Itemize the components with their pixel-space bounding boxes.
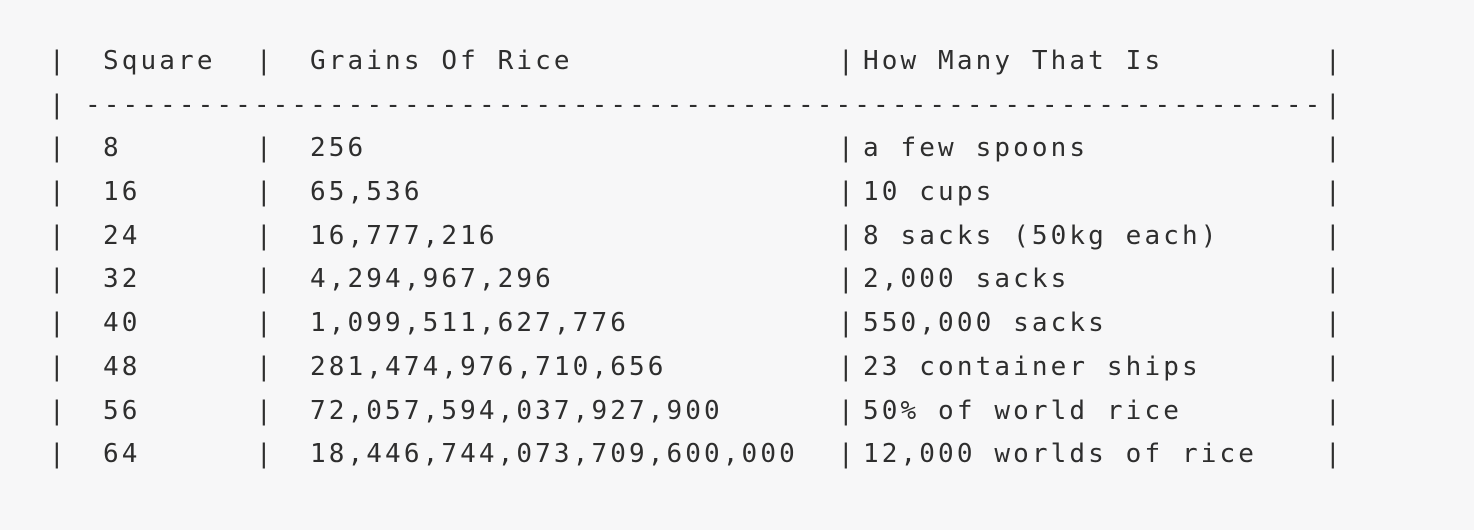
pipe-divider: | [256,351,275,382]
pipe-divider: | [256,439,275,470]
pipe-divider: | [838,133,857,164]
pipe-divider: | [838,439,857,470]
grains-cell: 18,446,744,073,709,600,000 [310,439,798,470]
table-row: | 40 | 1,099,511,627,776 | 550,000 sacks… [0,302,1474,346]
pipe-divider: | [1325,133,1344,164]
pipe-divider: | [256,264,275,295]
square-cell: 16 [103,177,141,208]
square-cell: 8 [103,133,122,164]
pipe-divider: | [49,264,68,295]
pipe-divider: | [1325,351,1344,382]
pipe-divider: | [1325,220,1344,251]
square-cell: 32 [103,264,141,295]
table-row: | 48 | 281,474,976,710,656 | 23 containe… [0,346,1474,390]
pipe-divider: | [838,351,857,382]
pipe-divider: | [49,220,68,251]
table-header-row: | Square | Grains Of Rice | How Many Tha… [0,40,1474,84]
pipe-divider: | [256,308,275,339]
howmany-cell: 8 sacks (50kg each) [863,220,1220,251]
howmany-cell: 10 cups [863,177,995,208]
pipe-divider: | [838,395,857,426]
table-separator-row: | --------------------------------------… [0,84,1474,128]
pipe-divider: | [256,177,275,208]
square-cell: 64 [103,439,141,470]
table-row: | 16 | 65,536 | 10 cups | [0,171,1474,215]
pipe-divider: | [49,177,68,208]
square-cell: 40 [103,308,141,339]
grains-cell: 281,474,976,710,656 [310,351,667,382]
square-cell: 48 [103,351,141,382]
grains-cell: 16,777,216 [310,220,498,251]
header-square: Square [103,46,216,76]
grains-cell: 256 [310,133,367,164]
pipe-divider: | [1325,395,1344,426]
howmany-cell: 12,000 worlds of rice [863,439,1258,470]
grains-cell: 72,057,594,037,927,900 [310,395,723,426]
pipe-divider: | [49,46,68,76]
pipe-divider: | [1325,439,1344,470]
header-how-many: How Many That Is [863,46,1164,76]
pipe-divider: | [838,177,857,208]
table-row: | 64 | 18,446,744,073,709,600,000 | 12,0… [0,433,1474,477]
howmany-cell: 550,000 sacks [863,308,1107,339]
pipe-divider: | [838,220,857,251]
pipe-divider: | [49,89,68,120]
pipe-divider: | [256,46,275,76]
table-row: | 56 | 72,057,594,037,927,900 | 50% of w… [0,390,1474,434]
square-cell: 24 [103,220,141,251]
howmany-cell: 2,000 sacks [863,264,1070,295]
pipe-divider: | [49,351,68,382]
howmany-cell: 23 container ships [863,351,1201,382]
rice-chessboard-table: | Square | Grains Of Rice | How Many Tha… [0,40,1474,477]
pipe-divider: | [49,395,68,426]
header-grains: Grains Of Rice [310,46,573,76]
pipe-divider: | [256,395,275,426]
pipe-divider: | [838,46,857,76]
pipe-divider: | [1325,264,1344,295]
table-row: | 8 | 256 | a few spoons | [0,127,1474,171]
pipe-divider: | [1325,89,1344,120]
howmany-cell: a few spoons [863,133,1089,164]
pipe-divider: | [256,220,275,251]
table-row: | 24 | 16,777,216 | 8 sacks (50kg each) … [0,215,1474,259]
pipe-divider: | [838,308,857,339]
pipe-divider: | [256,133,275,164]
pipe-divider: | [49,308,68,339]
separator-dashes: ----------------------------------------… [85,89,1324,120]
grains-cell: 1,099,511,627,776 [310,308,629,339]
pipe-divider: | [838,264,857,295]
pipe-divider: | [1325,46,1344,76]
grains-cell: 4,294,967,296 [310,264,554,295]
pipe-divider: | [1325,308,1344,339]
table-row: | 32 | 4,294,967,296 | 2,000 sacks | [0,258,1474,302]
grains-cell: 65,536 [310,177,423,208]
square-cell: 56 [103,395,141,426]
pipe-divider: | [1325,177,1344,208]
pipe-divider: | [49,133,68,164]
pipe-divider: | [49,439,68,470]
howmany-cell: 50% of world rice [863,395,1182,426]
